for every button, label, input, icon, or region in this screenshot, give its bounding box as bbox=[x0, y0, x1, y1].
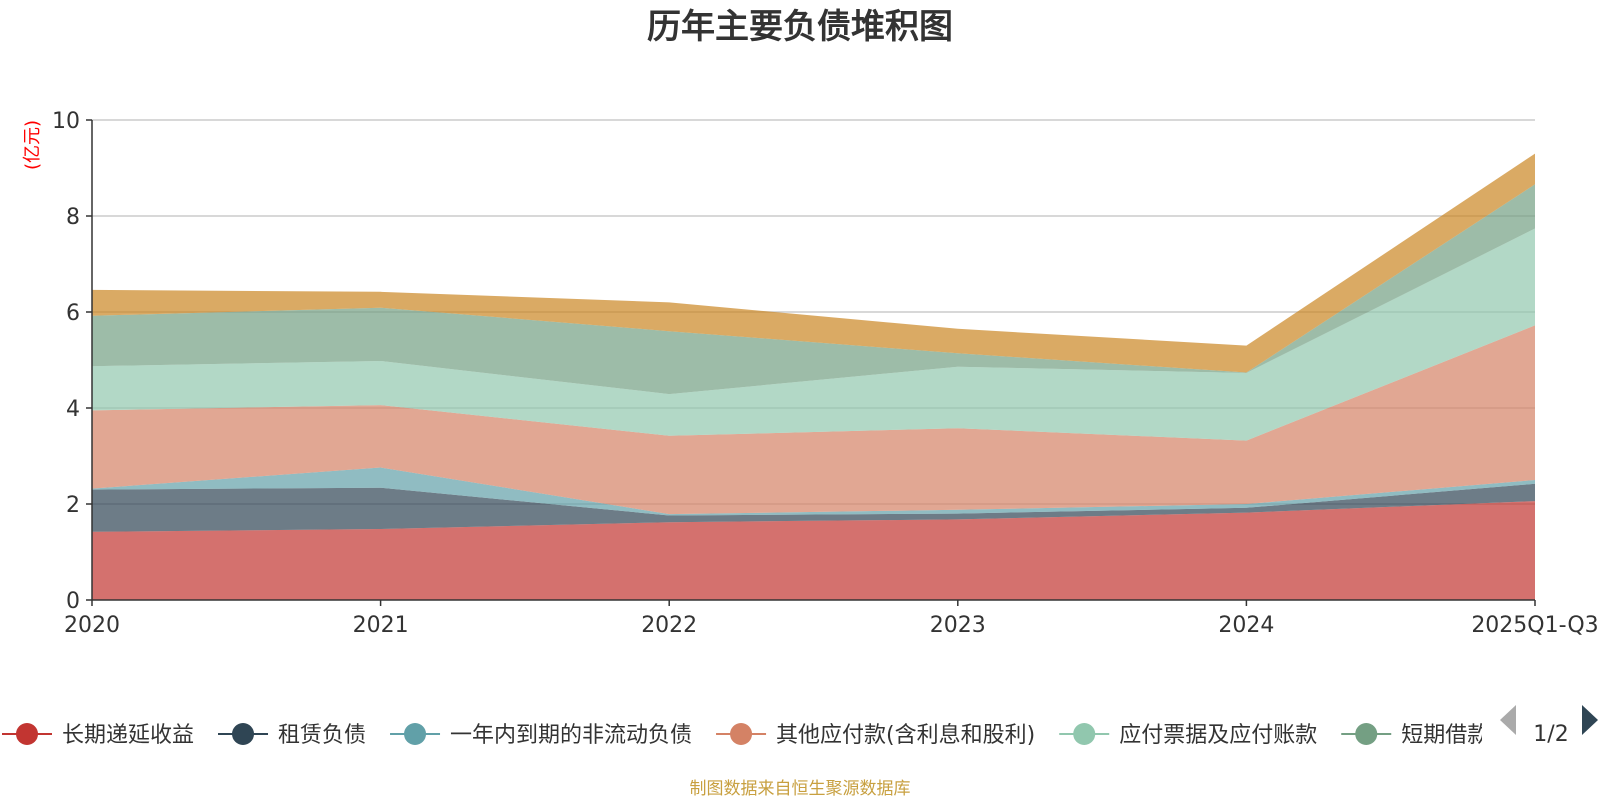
legend-item-label: 短期借款 bbox=[1401, 723, 1489, 748]
area-series-2 bbox=[92, 467, 1535, 516]
area-series-0 bbox=[92, 501, 1535, 600]
area-series-1 bbox=[92, 483, 1535, 532]
legend-circle-icon bbox=[730, 723, 753, 745]
axes: 0 2 4 6 8 10 2020 2021 2022 2023 2024 2025Q1-Q3 bbox=[52, 109, 1599, 638]
legend-item-3[interactable]: 其他应付款(含利息和股利) bbox=[716, 723, 1035, 748]
legend-circle-icon bbox=[1355, 723, 1378, 745]
legend-circle-icon bbox=[1073, 723, 1096, 745]
legend-item-0[interactable]: 长期递延收益 bbox=[2, 723, 194, 748]
legend-item-label: 长期递延收益 bbox=[62, 723, 194, 748]
area-series-4 bbox=[92, 228, 1535, 441]
legend-circle-icon bbox=[404, 723, 427, 745]
x-tick-label: 2023 bbox=[930, 613, 986, 638]
x-tick-label: 2024 bbox=[1218, 613, 1274, 638]
legend-item-label: 租赁负债 bbox=[278, 723, 366, 748]
y-tick-label: 10 bbox=[52, 109, 80, 134]
area-series-5 bbox=[92, 184, 1535, 395]
legend-page-indicator: 1/2 bbox=[1533, 722, 1568, 747]
x-tick-label: 2025Q1-Q3 bbox=[1471, 613, 1598, 638]
x-tick-label: 2022 bbox=[641, 613, 697, 638]
y-tick-label: 0 bbox=[66, 589, 80, 614]
chart-title: 历年主要负债堆积图 bbox=[647, 7, 953, 47]
legend-item-label: 应付票据及应付账款 bbox=[1119, 723, 1317, 748]
y-tick-label: 6 bbox=[66, 301, 80, 326]
legend-item-4[interactable]: 应付票据及应付账款 bbox=[1059, 723, 1317, 748]
x-tick-label: 2020 bbox=[64, 613, 120, 638]
legend-item-label: 一年内到期的非流动负债 bbox=[450, 723, 692, 748]
legend-prev-page-button[interactable] bbox=[1500, 705, 1516, 735]
legend-pager: 1/2 bbox=[1500, 705, 1598, 747]
legend-item-5[interactable]: 短期借款 bbox=[1341, 723, 1489, 748]
legend-circle-icon bbox=[232, 723, 255, 745]
data-source-note: 制图数据来自恒生聚源数据库 bbox=[690, 779, 911, 799]
legend-item-2[interactable]: 一年内到期的非流动负债 bbox=[390, 723, 692, 748]
legend-item-label: 其他应付款(含利息和股利) bbox=[776, 723, 1035, 748]
area-series-3 bbox=[92, 325, 1535, 515]
y-axis-unit-label: (亿元) bbox=[22, 120, 43, 170]
legend: 长期递延收益 租赁负债 一年内到期的非流动负债 其他应付款(含利息和股利) 应付票据及应… bbox=[2, 723, 1489, 748]
legend-item-1[interactable]: 租赁负债 bbox=[218, 723, 366, 748]
legend-circle-icon bbox=[16, 723, 38, 745]
y-tick-label: 8 bbox=[66, 205, 80, 230]
y-tick-label: 2 bbox=[66, 493, 80, 518]
x-tick-label: 2021 bbox=[353, 613, 409, 638]
area-series-6 bbox=[92, 153, 1535, 373]
legend-items: 长期递延收益 租赁负债 一年内到期的非流动负债 其他应付款(含利息和股利) 应付票据及应… bbox=[2, 723, 1489, 748]
legend-next-page-button[interactable] bbox=[1582, 705, 1598, 735]
y-tick-label: 4 bbox=[66, 397, 80, 422]
area-series-layer bbox=[92, 153, 1535, 600]
